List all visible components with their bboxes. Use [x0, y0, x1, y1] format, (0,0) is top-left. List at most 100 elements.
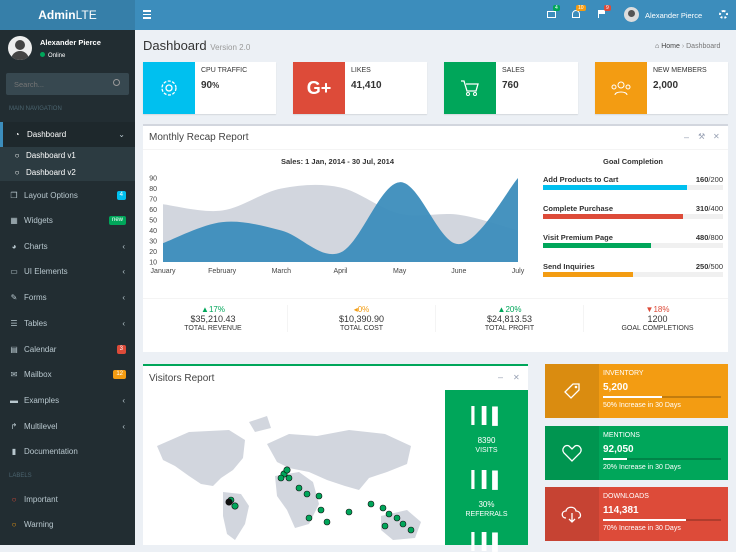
user-avatar[interactable] — [624, 7, 639, 22]
stat-total-revenue: ▲17% $35,210.43 TOTAL REVENUE — [139, 305, 287, 332]
stat-box-desc: 50% Increase in 30 Days — [603, 402, 681, 409]
sidebar-item-tables[interactable]: ☰ Tables ‹ — [0, 311, 135, 336]
nav-label: Dashboard v2 — [26, 168, 76, 177]
info-box-label: NEW MEMBERS — [653, 67, 707, 74]
card-title: Monthly Recap Report — [149, 132, 249, 143]
sidebar-item-calendar[interactable]: ▤ Calendar 3 — [0, 337, 135, 362]
nav-label: Layout Options — [24, 191, 78, 200]
top-navbar: 4 10 9 Alexander Pierce — [135, 0, 736, 30]
info-box-value: 2,000 — [653, 80, 679, 91]
home-icon: ⌂ — [655, 43, 662, 50]
stat-box-progress-fill — [603, 519, 686, 521]
goal-label: Complete Purchase — [543, 204, 614, 213]
sidebar-user-name: Alexander Pierce — [40, 38, 101, 47]
nav-label: Important — [24, 495, 58, 504]
sidebar-item-widgets[interactable]: ▦ Widgets new — [0, 208, 135, 233]
sidebar-subitem-dashboard-v2[interactable]: ○ Dashboard v2 — [0, 164, 135, 181]
x-tick-label: February — [208, 268, 237, 275]
sidebar-subitem-dashboard-v1[interactable]: ○ Dashboard v1 — [0, 147, 135, 164]
stat-box-progress — [603, 396, 721, 398]
sidebar-item-charts[interactable]: ◕ Charts ‹ — [0, 234, 135, 259]
sidebar-item-documentation[interactable]: ▮ Documentation — [0, 439, 135, 464]
notifications-badge: 10 — [576, 5, 586, 11]
logo[interactable]: AdminLTE — [0, 0, 135, 30]
nav-label: Tables — [24, 319, 48, 328]
caret-left-icon: ◂ — [353, 305, 358, 314]
sidebar-item-layout-options[interactable]: ❒ Layout Options 4 — [0, 183, 135, 208]
stat-box-value: 114,381 — [603, 505, 639, 516]
goal-title: Goal Completion — [603, 157, 663, 166]
sidebar: Alexander Pierce Online MAIN NAVIGATION … — [0, 30, 135, 545]
nav-label: Calendar — [24, 345, 57, 354]
x-tick-label: July — [512, 268, 525, 275]
stat-box-progress-fill — [603, 458, 627, 460]
info-box-likes: G+ LIKES 41,410 — [293, 62, 427, 114]
stat-box-desc: 70% Increase in 30 Days — [603, 525, 681, 532]
circle-icon: ○ — [11, 495, 17, 504]
info-box-value: 90% — [201, 80, 219, 91]
stat-label: TOTAL PROFIT — [484, 325, 535, 332]
goal-value: 480/800 — [695, 233, 723, 242]
flag-icon[interactable] — [598, 10, 606, 18]
goal-current: 480 — [695, 233, 709, 242]
series-area-1 — [163, 178, 518, 262]
y-tick-label: 20 — [149, 249, 157, 256]
gears-icon[interactable] — [719, 10, 728, 19]
status-text: Online — [48, 53, 66, 59]
sidebar-item-ui-elements[interactable]: ▭ UI Elements ‹ — [0, 259, 135, 284]
y-tick-label: 90 — [149, 176, 157, 183]
stat-pct: 18% — [653, 305, 670, 314]
sidebar-item-multilevel[interactable]: ↱ Multilevel ‹ — [0, 414, 135, 439]
referrals-label: REFERRALS — [465, 511, 508, 518]
sidebar-label-important[interactable]: ○ Important — [0, 487, 135, 512]
search-icon[interactable] — [113, 79, 120, 86]
gear-icon — [143, 62, 195, 114]
stat-box-inventory: INVENTORY 5,200 50% Increase in 30 Days — [545, 364, 728, 418]
nav-label: Examples — [24, 396, 60, 405]
goal-value: 160/200 — [695, 175, 723, 184]
close-icon[interactable]: ✕ — [713, 132, 720, 141]
dashboard-icon: ◔ — [14, 130, 20, 139]
tag-icon — [545, 364, 599, 418]
sidebar-item-examples[interactable]: ▬ Examples ‹ — [0, 388, 135, 413]
sidebar-item-mailbox[interactable]: ✉ Mailbox 12 — [0, 362, 135, 387]
th-icon: ▦ — [10, 216, 18, 225]
tasks-badge: 9 — [604, 5, 611, 11]
nav-header-main: MAIN NAVIGATION — [9, 106, 62, 112]
goal-row: Complete Purchase 310/400 — [543, 204, 723, 219]
sidebar-label-warning[interactable]: ○ Warning — [0, 512, 135, 537]
wrench-icon[interactable]: ⚒ — [698, 132, 706, 141]
search-input[interactable] — [6, 73, 106, 95]
sidebar-search[interactable] — [6, 73, 129, 95]
sidebar-item-dashboard[interactable]: ◔ Dashboard ⌄ — [0, 122, 135, 147]
book-icon: ▮ — [11, 447, 17, 456]
nav-label: Warning — [24, 520, 54, 529]
x-tick-label: June — [451, 268, 466, 275]
sidebar-item-forms[interactable]: ✎ Forms ‹ — [0, 285, 135, 310]
bar-chart-icon: ▎▍▌ — [471, 472, 504, 489]
collapse-icon[interactable]: – — [498, 372, 504, 382]
sales-chart: 10 20 30 40 50 60 70 80 90 January February March Ap… — [149, 176, 525, 276]
nav-label: Dashboard — [27, 130, 67, 139]
folder-icon: ▬ — [10, 396, 18, 405]
users-icon — [595, 62, 647, 114]
menu-icon[interactable] — [143, 10, 151, 19]
chevron-left-icon: ‹ — [122, 242, 125, 251]
info-box-label: LIKES — [351, 67, 371, 74]
user-name[interactable]: Alexander Pierce — [645, 11, 703, 20]
stat-value: 1200 — [647, 314, 668, 324]
stat-box-downloads: DOWNLOADS 114,381 70% Increase in 30 Day… — [545, 487, 728, 541]
stat-pct: 0% — [357, 305, 370, 314]
envelope-icon[interactable] — [547, 11, 556, 18]
close-icon[interactable]: ✕ — [513, 373, 520, 382]
breadcrumb-home[interactable]: Home — [661, 43, 680, 50]
world-map[interactable] — [149, 406, 441, 546]
collapse-icon[interactable]: – — [684, 132, 690, 142]
bell-icon[interactable] — [572, 10, 580, 18]
nav-label: Mailbox — [24, 370, 52, 379]
x-tick-label: April — [333, 268, 347, 275]
nav-label: Dashboard v1 — [26, 151, 76, 160]
chevron-left-icon: ‹ — [122, 422, 125, 431]
goal-progress — [543, 243, 723, 248]
nav-badge: 12 — [113, 370, 126, 379]
